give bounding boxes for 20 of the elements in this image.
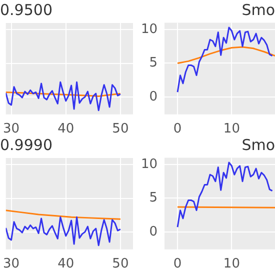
x-tick-label: 30: [3, 256, 20, 272]
x-tick-label: 10: [223, 122, 240, 137]
x-tick-label: 30: [3, 122, 20, 137]
y-tick-label: 5: [149, 190, 158, 206]
x-tick-label: 50: [112, 122, 129, 137]
y-tick-label: 0: [149, 89, 158, 104]
chart-title: 0.9500: [0, 1, 54, 19]
y-tick-label: 10: [140, 156, 158, 172]
x-tick-label: 0: [173, 256, 182, 272]
x-tick-label: 40: [58, 122, 74, 137]
y-tick-label: 10: [140, 22, 158, 37]
x-tick-label: 10: [223, 256, 240, 272]
x-tick-label: 0: [173, 122, 182, 137]
chart-title: Smo: [240, 1, 275, 19]
chart-title: 0.9990: [0, 136, 54, 154]
x-tick-label: 50: [112, 256, 129, 272]
x-tick-label: 40: [58, 256, 74, 272]
y-tick-label: 0: [149, 224, 158, 240]
y-tick-label: 5: [149, 56, 158, 71]
chart-title: Smo: [240, 136, 275, 154]
